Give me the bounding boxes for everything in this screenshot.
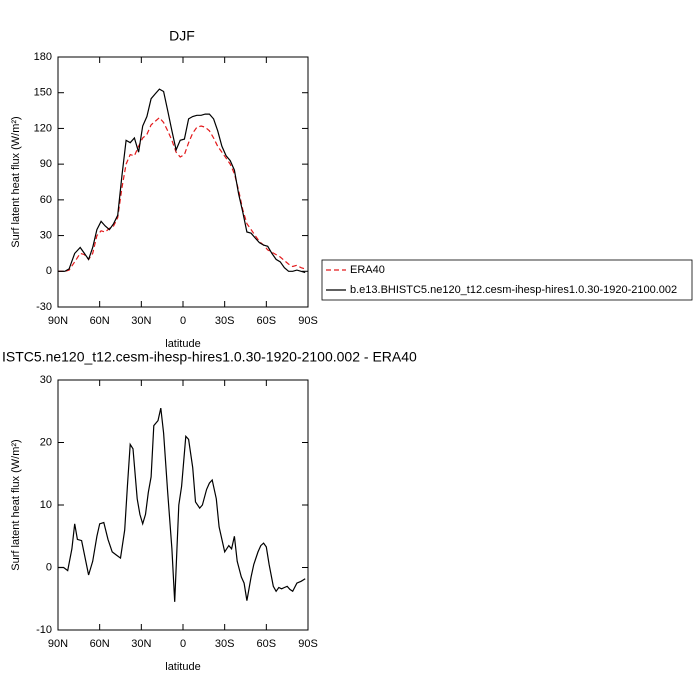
y-tick-label: 20 [40, 436, 52, 448]
plot-frame [57, 379, 309, 631]
y-tick-label: 150 [34, 87, 52, 99]
y-tick-label: 180 [34, 51, 52, 63]
legend-label: b.e13.BHISTC5.ne120_t12.cesm-ihesp-hires… [350, 284, 677, 296]
x-tick-label: 0 [180, 315, 186, 327]
x-tick-label: 60S [257, 315, 277, 327]
x-tick-label: 30S [215, 638, 235, 650]
data-line [58, 407, 306, 602]
y-axis-label: Surf latent heat flux (W/m²) [10, 439, 22, 570]
x-tick-label: 60N [90, 638, 110, 650]
x-axis-label: latitude [165, 661, 200, 673]
x-tick-label: 60S [257, 638, 277, 650]
y-tick-label: 120 [34, 122, 52, 134]
y-tick-label: 0 [46, 265, 52, 277]
x-tick-label: 30N [131, 638, 151, 650]
chart-title: DJF [169, 28, 195, 44]
y-tick-label: 0 [46, 561, 52, 573]
y-axis-label: Surf latent heat flux (W/m²) [10, 116, 22, 247]
y-tick-label: 30 [40, 229, 52, 241]
data-line [58, 88, 306, 274]
y-tick-label: 90 [40, 158, 52, 170]
y-tick-label: 60 [40, 194, 52, 206]
x-tick-label: 30N [131, 315, 151, 327]
x-tick-label: 60N [90, 315, 110, 327]
x-tick-label: 90S [298, 638, 318, 650]
y-tick-label: 10 [40, 499, 52, 511]
x-tick-label: 0 [180, 638, 186, 650]
x-tick-label: 90N [48, 315, 68, 327]
y-tick-label: -30 [36, 301, 52, 313]
x-tick-label: 90S [298, 315, 318, 327]
plot-frame [57, 56, 309, 308]
chart-title: ISTC5.ne120_t12.cesm-ihesp-hires1.0.30-1… [2, 349, 417, 365]
data-line [58, 116, 306, 272]
x-axis-label: latitude [165, 338, 200, 350]
x-tick-label: 30S [215, 315, 235, 327]
legend-label: ERA40 [350, 264, 385, 276]
x-tick-label: 90N [48, 638, 68, 650]
y-tick-label: 30 [40, 374, 52, 386]
y-tick-label: -10 [36, 624, 52, 636]
legend-box [321, 259, 693, 301]
